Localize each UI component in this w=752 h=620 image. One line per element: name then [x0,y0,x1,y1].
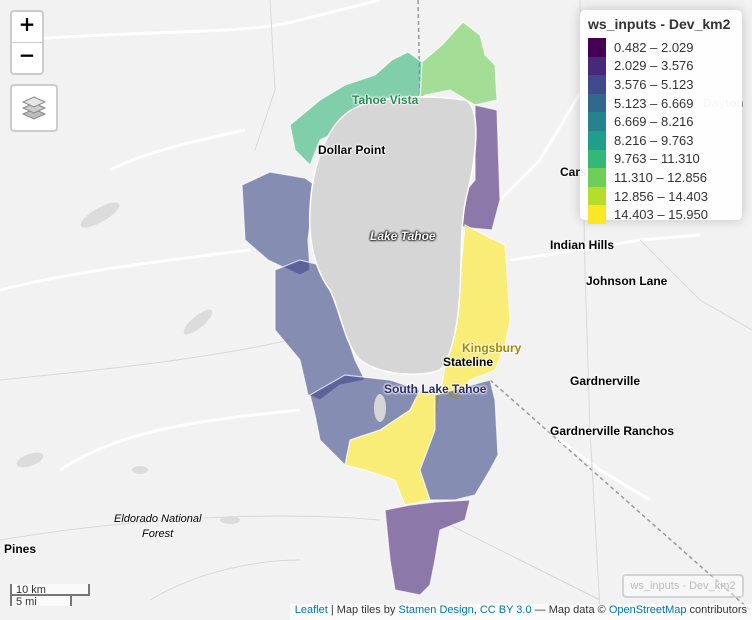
legend-item: 8.216 – 9.763 [588,130,734,150]
legend-item: 14.403 – 15.950 [588,205,734,224]
place-eldorado-national: Eldorado National [114,513,202,525]
attribution-text-1: | Map tiles by [327,604,399,616]
place-kingsbury: Kingsbury [462,341,522,355]
legend-label: 11.310 – 12.856 [614,169,708,185]
stamen-link[interactable]: Stamen Design [398,604,474,616]
legend-item: 5.123 – 6.669 [588,93,734,113]
legend-label: 8.216 – 9.763 [614,132,694,148]
lake-tahoe-water [308,96,477,376]
place-gardnerville-ranchos: Gardnerville Ranchos [550,424,675,438]
watershed-upper-truckee[interactable] [309,374,499,501]
place-eldorado-forest: Forest [142,528,174,540]
legend-item: 6.669 – 8.216 [588,112,734,131]
place-south-lake-tahoe: South Lake Tahoe [384,382,487,396]
roads [0,0,701,502]
osm-link[interactable]: OpenStreetMap [608,604,687,616]
legend-swatch [588,75,606,94]
attribution-comma: , [473,604,480,616]
attribution: Leaflet | Map tiles by Stamen Design, CC… [289,604,752,620]
place-tahoe-vista: Tahoe Vista [352,93,419,107]
place-dollar-point: Dollar Point [318,143,386,157]
legend-label: 6.669 – 8.216 [614,114,694,130]
place-pines: Pines [4,542,37,556]
legend-label: 0.482 – 2.029 [614,39,694,55]
legend-swatch [588,38,606,57]
overlay-toggle[interactable]: ws_inputs - Dev_km2 [622,574,744,598]
legend-title: ws_inputs - Dev_km2 [588,16,731,32]
legend-label: 12.856 – 14.403 [614,188,708,204]
layers-icon [21,96,47,120]
legend-label: 5.123 – 6.669 [614,95,694,111]
legend-swatch [588,130,606,150]
place-gardnerville: Gardnerville [570,374,641,388]
zoom-out-button[interactable]: − [12,42,42,73]
ccby-link[interactable]: CC BY 3.0 [479,604,532,616]
place-lake-tahoe: Lake Tahoe [370,229,436,243]
attribution-text-2: — Map data © [531,604,609,616]
legend-label: 3.576 – 5.123 [614,76,694,92]
layers-control-button[interactable] [10,84,58,132]
place-johnson-lane: Johnson Lane [586,274,668,288]
legend-label: 2.029 – 3.576 [614,58,694,74]
legend-item: 11.310 – 12.856 [588,168,734,187]
legend-swatch [588,205,606,224]
legend-label: 9.763 – 11.310 [614,151,700,167]
legend: ws_inputs - Dev_km2 0.482 – 2.029 2.029 –… [580,10,742,224]
fallen-leaf-lake [374,394,386,422]
zoom-control: + − [10,10,44,75]
legend-swatch [588,112,606,131]
legend-item: 2.029 – 3.576 [588,56,734,76]
legend-item: 12.856 – 14.403 [588,186,734,206]
small-lakes [16,202,240,524]
legend-swatch [588,56,606,76]
legend-item: 0.482 – 2.029 [588,38,734,57]
leaflet-link[interactable]: Leaflet [294,604,328,616]
attribution-text-3: contributors [686,604,747,616]
watershed-northeast[interactable] [419,21,498,106]
place-stateline: Stateline [443,355,494,369]
legend-swatch [588,149,606,169]
legend-swatch [588,186,606,206]
legend-label: 14.403 – 15.950 [614,207,708,223]
scale-bar: 10 km 5 mi [10,584,90,608]
watershed-west-shore[interactable] [241,171,316,276]
legend-item: 3.576 – 5.123 [588,75,734,94]
zoom-in-button[interactable]: + [18,12,36,36]
legend-swatch [588,168,606,187]
legend-swatch [588,93,606,113]
legend-item: 9.763 – 11.310 [588,149,734,169]
place-indian-hills: Indian Hills [550,238,615,252]
watershed-south[interactable] [384,499,471,596]
